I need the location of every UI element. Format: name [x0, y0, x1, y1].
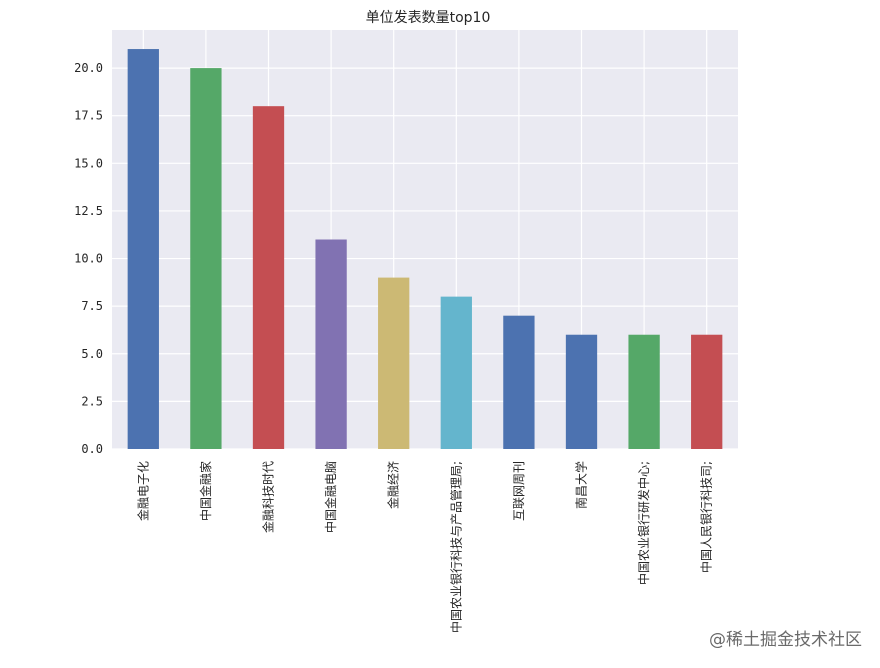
bar	[503, 315, 535, 449]
bar	[252, 106, 285, 449]
x-tick-label: 互联网周刊	[512, 461, 526, 521]
x-tick-label: 中国金融电脑	[323, 461, 338, 533]
bar	[127, 49, 159, 449]
y-tick-label: 7.5	[81, 299, 103, 313]
x-tick-label: 中国金融家	[198, 461, 213, 521]
y-tick-label: 20.0	[74, 61, 103, 75]
bar	[628, 334, 660, 449]
y-tick-label: 2.5	[81, 394, 103, 408]
bar	[565, 334, 598, 449]
x-tick-labels: 金融电子化 中国金融家 金融科技时代 中国金融电脑 金融经济 中国农业银行科技与产品管理局…	[135, 461, 713, 633]
y-tick-label: 17.5	[74, 109, 103, 123]
x-tick-label: 中国农业银行研发中心;	[636, 461, 651, 585]
bar	[190, 68, 222, 449]
x-tick-label: 金融科技时代	[261, 461, 276, 533]
x-tick-label: 金融电子化	[135, 461, 150, 521]
bar	[440, 296, 472, 449]
y-tick-label: 12.5	[74, 204, 103, 218]
y-tick-label: 10.0	[74, 252, 103, 266]
x-tick-label: 中国人民银行科技司;	[699, 461, 714, 573]
bars	[127, 49, 723, 449]
bar	[315, 239, 347, 449]
bar	[378, 277, 410, 449]
chart-title: 单位发表数量top10	[366, 10, 491, 26]
y-tick-label: 5.0	[81, 347, 103, 361]
bar	[691, 334, 723, 449]
y-tick-label: 0.0	[81, 442, 103, 456]
x-tick-label: 南昌大学	[574, 461, 589, 509]
y-tick-label: 15.0	[74, 156, 103, 170]
y-tick-labels: 0.0 2.5 5.0 7.5 10.0 12.5 15.0 17.5 20.0	[74, 61, 103, 456]
x-tick-label: 中国农业银行科技与产品管理局;	[448, 461, 463, 633]
watermark: @稀土掘金技术社区	[709, 630, 862, 650]
x-tick-label: 金融经济	[386, 461, 401, 509]
